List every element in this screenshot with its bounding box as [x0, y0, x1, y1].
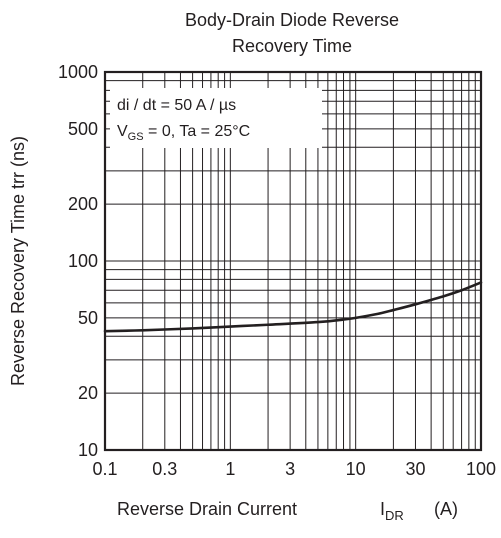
- y-tick-label: 200: [68, 194, 98, 214]
- condition-vgs-rest: = 0, Ta = 25°C: [144, 123, 251, 140]
- condition-vgs-subscript: GS: [128, 131, 144, 143]
- x-tick-label: 100: [466, 459, 496, 479]
- y-tick-labels: 10 20 50 100 200 500 1000: [58, 62, 98, 460]
- plot-frame: [103, 70, 483, 452]
- x-axis-label-subscript: DR: [385, 508, 404, 523]
- conditions-box: di / dt = 50 A / µs VGS = 0, Ta = 25°C: [110, 88, 322, 148]
- x-axis-label: Reverse Drain Current IDR (A): [117, 499, 458, 523]
- y-tick-label: 50: [78, 308, 98, 328]
- x-tick-label: 30: [405, 459, 425, 479]
- x-tick-label: 3: [285, 459, 295, 479]
- y-tick-label: 500: [68, 119, 98, 139]
- x-axis-label-unit: (A): [434, 499, 458, 519]
- x-tick-label: 0.3: [152, 459, 177, 479]
- series-line: [103, 281, 483, 333]
- y-axis-label: Reverse Recovery Time trr (ns): [8, 136, 28, 386]
- y-tick-label: 100: [68, 251, 98, 271]
- x-axis-label-main: Reverse Drain Current: [117, 499, 297, 519]
- conditions-box-background: [110, 88, 322, 148]
- y-tick-label: 20: [78, 383, 98, 403]
- condition-didt: di / dt = 50 A / µs: [117, 97, 236, 114]
- chart-title-line-1: Body-Drain Diode Reverse: [185, 10, 399, 30]
- x-axis-label-symbol: I: [380, 499, 385, 519]
- condition-vgs-ta: VGS = 0, Ta = 25°C: [117, 123, 250, 143]
- chart-title-line-2: Recovery Time: [232, 36, 352, 56]
- x-tick-label: 0.1: [92, 459, 117, 479]
- y-tick-label: 10: [78, 440, 98, 460]
- x-tick-label: 1: [225, 459, 235, 479]
- y-tick-label: 1000: [58, 62, 98, 82]
- x-tick-label: 10: [346, 459, 366, 479]
- x-tick-labels: 0.1 0.3 1 3 10 30 100: [92, 459, 496, 479]
- condition-vgs-symbol: V: [117, 123, 128, 140]
